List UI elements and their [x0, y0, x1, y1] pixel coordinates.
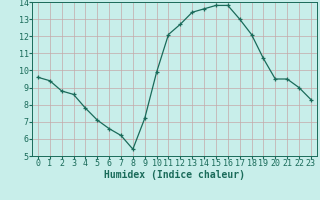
- X-axis label: Humidex (Indice chaleur): Humidex (Indice chaleur): [104, 170, 245, 180]
